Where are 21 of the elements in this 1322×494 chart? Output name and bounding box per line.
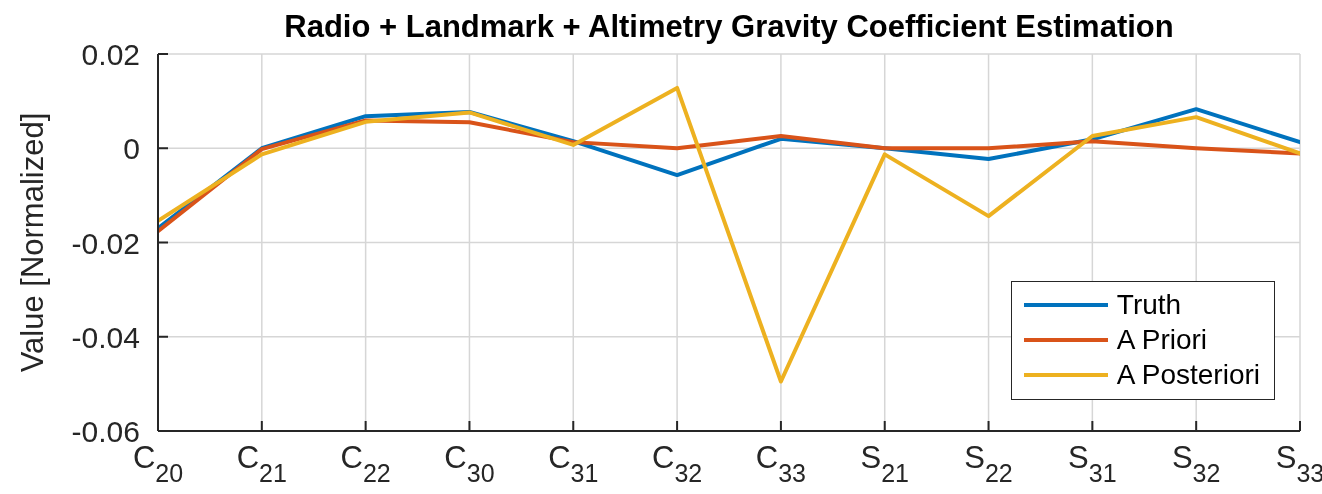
legend-label: A Priori bbox=[1116, 323, 1208, 356]
chart-title: Radio + Landmark + Altimetry Gravity Coefficient Estimation bbox=[284, 9, 1174, 44]
y-tick-label: -0.02 bbox=[71, 226, 140, 260]
legend-label: A Posteriori bbox=[1116, 358, 1260, 391]
x-tick-label: C$_{22}$ bbox=[340, 440, 391, 487]
line-series bbox=[158, 85, 1300, 384]
x-tick-label: S$_{21}$ bbox=[860, 440, 909, 487]
y-tick-label: 0 bbox=[123, 132, 140, 166]
x-tick-label: C$_{21}$ bbox=[236, 440, 287, 487]
x-tick-label: C$_{33}$ bbox=[755, 440, 807, 487]
legend-label: Truth bbox=[1116, 288, 1182, 321]
y-axis-title: Value [Normalized] bbox=[15, 112, 51, 373]
y-tick-label: 0.02 bbox=[81, 38, 140, 71]
x-tick-label: S$_{32}$ bbox=[1171, 440, 1221, 487]
x-tick-label: S$_{22}$ bbox=[964, 440, 1013, 487]
x-tick-label: C$_{31}$ bbox=[548, 440, 599, 487]
x-tick-label: C$_{30}$ bbox=[444, 440, 495, 487]
x-tick-label: C$_{32}$ bbox=[651, 440, 703, 487]
y-tick-label: -0.04 bbox=[71, 320, 140, 354]
y-tick-label: -0.06 bbox=[71, 415, 140, 448]
x-tick-label: S$_{31}$ bbox=[1068, 440, 1117, 487]
